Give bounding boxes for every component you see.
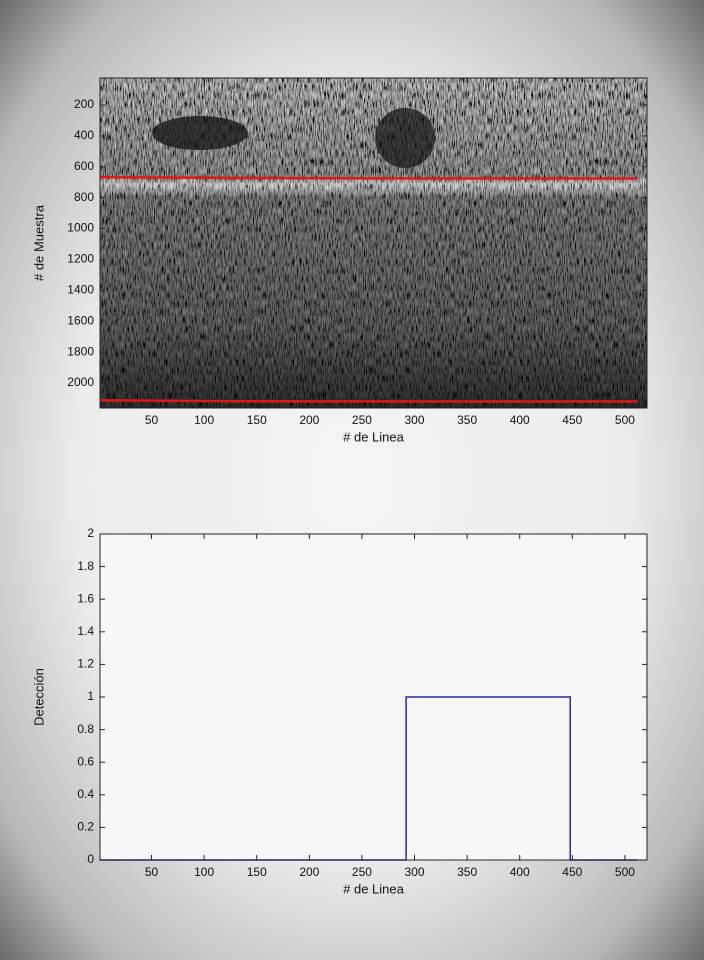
x-tick-label: 400: [510, 865, 530, 879]
x-axis-label: # de Linea: [343, 881, 404, 896]
x-tick-label: 450: [562, 413, 582, 427]
y-tick-label: 1.6: [77, 591, 94, 605]
x-tick-label: 250: [352, 413, 372, 427]
x-tick-label: 450: [562, 865, 582, 879]
y-tick-label: 2: [87, 526, 94, 540]
x-tick-label: 100: [194, 865, 214, 879]
y-tick-label: 200: [74, 97, 94, 111]
x-tick-label: 250: [352, 865, 372, 879]
x-tick-label: 200: [299, 413, 319, 427]
y-axis-label: Detección: [31, 668, 46, 726]
y-tick-label: 0.4: [77, 787, 94, 801]
x-tick-label: 500: [615, 413, 635, 427]
x-tick-label: 50: [145, 413, 159, 427]
ultrasound-image: [100, 78, 647, 408]
y-tick-label: 1600: [67, 313, 94, 327]
x-tick-label: 200: [299, 865, 319, 879]
x-tick-label: 300: [405, 865, 425, 879]
y-tick-label: 0.8: [77, 722, 94, 736]
y-tick-label: 1200: [67, 252, 94, 266]
x-tick-label: 150: [247, 413, 267, 427]
y-tick-label: 1.4: [77, 624, 94, 638]
y-tick-label: 1400: [67, 283, 94, 297]
plot-frame: [99, 77, 648, 409]
y-tick-label: 0: [87, 852, 94, 866]
data-line: [99, 399, 638, 403]
x-tick-label: 50: [145, 865, 159, 879]
x-tick-label: 400: [510, 413, 530, 427]
y-tick-label: 2000: [67, 375, 94, 389]
image-lesion: [375, 108, 435, 168]
y-tick-label: 1000: [67, 221, 94, 235]
x-tick-label: 100: [194, 413, 214, 427]
y-tick-label: 1: [87, 689, 94, 703]
y-tick-label: 600: [74, 159, 94, 173]
y-axis-label: # de Muestra: [31, 204, 46, 281]
y-tick-label: 1800: [67, 344, 94, 358]
y-tick-label: 1.8: [77, 559, 94, 573]
x-tick-label: 150: [247, 865, 267, 879]
data-line: [99, 176, 638, 180]
y-tick-label: 800: [74, 190, 94, 204]
y-tick-label: 0.6: [77, 754, 94, 768]
x-axis-label: # de Linea: [343, 429, 404, 444]
y-tick-label: 1.2: [77, 657, 94, 671]
x-tick-label: 500: [615, 865, 635, 879]
y-tick-label: 400: [74, 128, 94, 142]
y-tick-label: 0.2: [77, 820, 94, 834]
image-lesion: [152, 116, 248, 150]
x-tick-label: 300: [405, 413, 425, 427]
x-tick-label: 350: [457, 413, 477, 427]
x-tick-label: 350: [457, 865, 477, 879]
